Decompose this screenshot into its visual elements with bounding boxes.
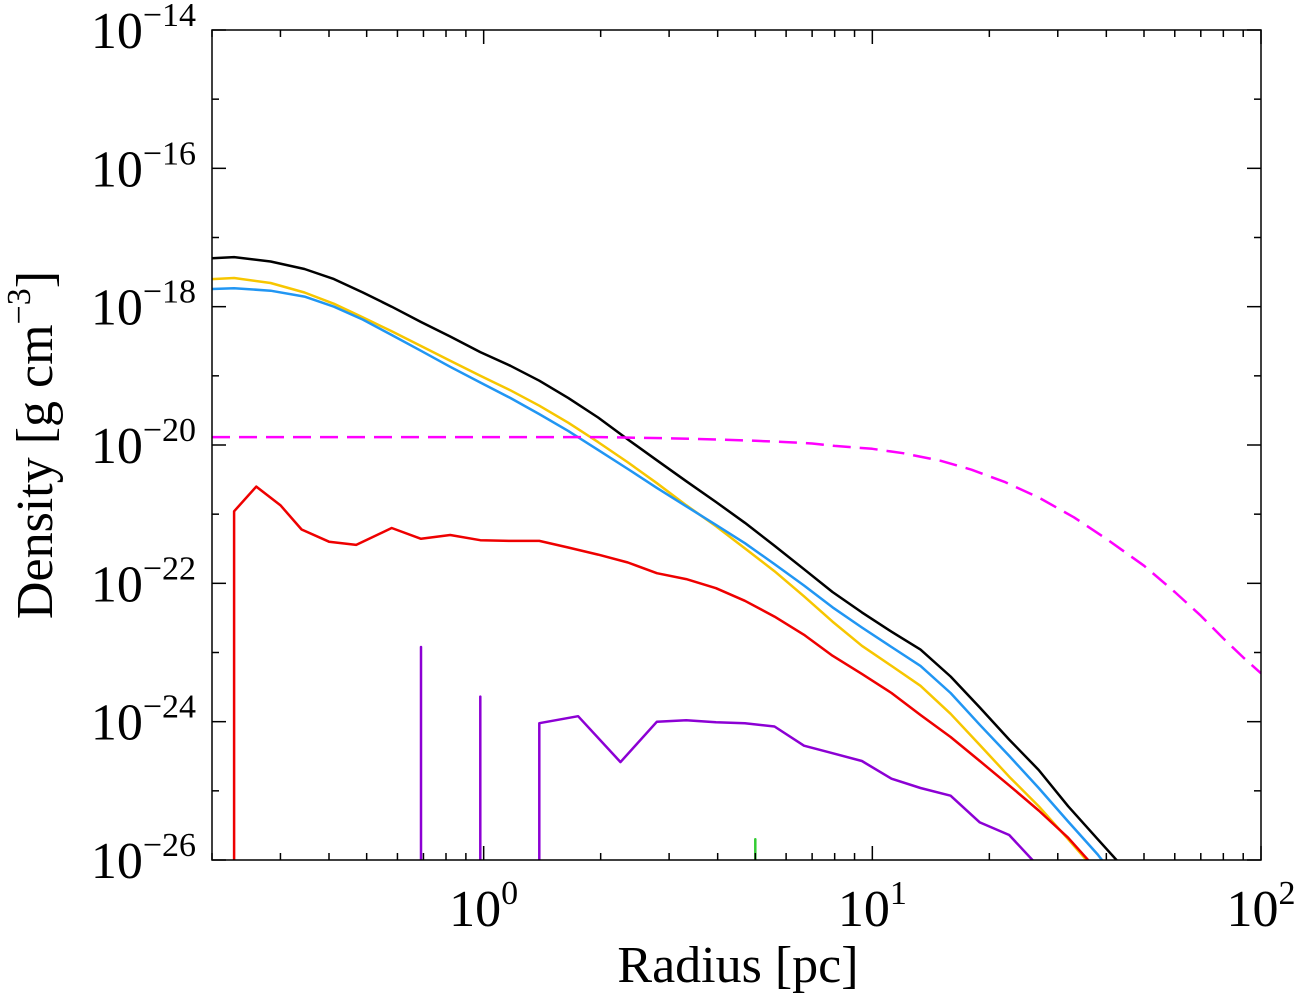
x-tick-label-3: 102: [1227, 875, 1296, 938]
y-axis-label-close: ]: [7, 271, 64, 288]
series-line-8: [538, 714, 1035, 860]
y-tick-label-2: 10−24: [91, 689, 196, 752]
y-tick-label-4: 10−20: [91, 412, 196, 475]
series-line-2: [212, 276, 1089, 860]
y-axis-label-sup: −3: [1, 288, 38, 324]
y-tick-label-1: 10−26: [91, 827, 196, 890]
x-tick-label-2: 101: [838, 875, 907, 938]
x-tick-label-1: 100: [449, 875, 518, 938]
y-tick-label-7: 10−14: [91, 0, 196, 60]
y-tick-label-5: 10−18: [91, 274, 196, 337]
y-axis-label-main: Density [g cm: [7, 324, 64, 619]
y-axis: 10−26 10−24 10−22 10−20 10−18 10−16 10−14: [91, 0, 1261, 890]
series-layer: [212, 255, 1261, 860]
y-tick-label-3: 10−22: [91, 550, 196, 613]
y-tick-label-6: 10−16: [91, 135, 196, 198]
series-line-5: [232, 485, 1090, 860]
series-line-1: [212, 255, 1119, 860]
y-axis-label: Density [g cm−3]: [1, 271, 64, 619]
x-axis: 100 101 102: [211, 30, 1296, 938]
series-line-4: [212, 435, 1261, 675]
plot-area: [212, 30, 1261, 860]
x-axis-label: Radius [pc]: [617, 937, 858, 994]
svg-text:Density [g cm−3]: Density [g cm−3]: [1, 271, 64, 619]
series-line-3: [212, 286, 1104, 860]
